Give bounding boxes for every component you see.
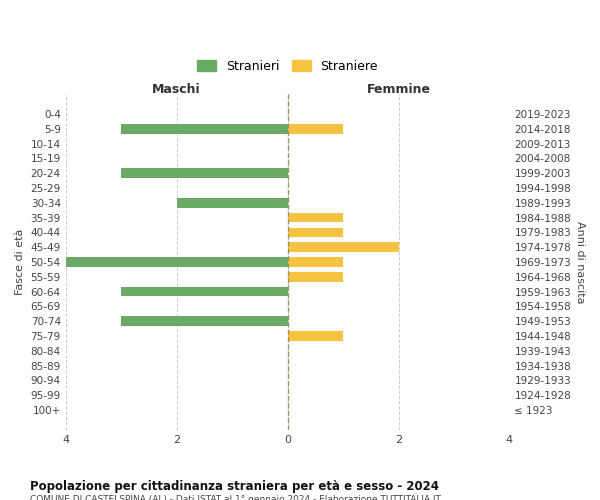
Text: Popolazione per cittadinanza straniera per età e sesso - 2024: Popolazione per cittadinanza straniera p… [30,480,439,493]
Y-axis label: Anni di nascita: Anni di nascita [575,220,585,303]
Bar [121,287,287,296]
Bar [287,331,343,341]
Bar [287,212,343,222]
Bar [287,257,343,267]
Bar [121,168,287,178]
Bar [287,272,343,281]
Bar [287,242,398,252]
Bar [176,198,287,207]
Y-axis label: Fasce di età: Fasce di età [15,229,25,295]
Legend: Stranieri, Straniere: Stranieri, Straniere [193,56,382,77]
Bar [65,257,287,267]
Bar [121,316,287,326]
Bar [121,124,287,134]
Bar [287,228,343,237]
Text: COMUNE DI CASTELSPINA (AL) - Dati ISTAT al 1° gennaio 2024 - Elaborazione TUTTIT: COMUNE DI CASTELSPINA (AL) - Dati ISTAT … [30,495,441,500]
Text: Femmine: Femmine [367,83,431,96]
Bar [287,124,343,134]
Text: Maschi: Maschi [152,83,201,96]
